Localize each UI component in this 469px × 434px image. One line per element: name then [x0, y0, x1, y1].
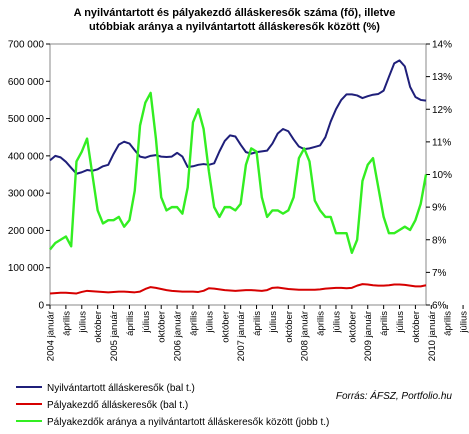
source-note: Forrás: ÁFSZ, Portfolio.hu	[336, 389, 453, 402]
x-tick-label: október	[157, 311, 168, 343]
x-tick-label: április	[252, 311, 263, 336]
y-left-tick-label: 400 000	[8, 151, 45, 162]
y-left-tick-label: 100 000	[8, 263, 45, 274]
legend: Nyilvántartott álláskeresők (bal t.) Pál…	[16, 383, 329, 428]
y-right-tick-label: 13%	[432, 72, 452, 83]
x-tick-label: 2010 január	[427, 311, 438, 361]
y-left-tick-label: 200 000	[8, 226, 45, 237]
y-axis-left: 0 100 000 200 000 300 000 400 000 500 000 600 …	[8, 40, 50, 312]
y-right-tick-label: 12%	[432, 105, 452, 116]
x-tick-label: 2005 január	[109, 311, 120, 361]
x-axis: 2004 január április július október 2005 janu…	[46, 305, 469, 361]
x-tick-label: október	[284, 311, 295, 343]
x-tick-label: 2007 január	[236, 311, 247, 361]
y-right-tick-label: 7%	[432, 268, 447, 279]
y-axis-right: 6% 7% 8% 9% 10% 11% 12% 13% 14%	[426, 40, 452, 312]
legend-label-career-starters: Pályakezdő álláskeresők (bal t.)	[47, 400, 188, 411]
x-tick-label: április	[316, 311, 327, 336]
x-tick-label: 2006 január	[173, 311, 184, 361]
x-tick-label: április	[188, 311, 199, 336]
x-tick-label: április	[61, 311, 72, 336]
x-tick-label: július	[459, 311, 469, 334]
y-right-tick-label: 9%	[432, 203, 447, 214]
x-tick-label: október	[411, 311, 422, 343]
y-right-tick-label: 14%	[432, 40, 452, 51]
y-left-tick-label: 700 000	[8, 40, 45, 51]
y-right-tick-label: 11%	[432, 137, 451, 148]
x-tick-label: október	[220, 311, 231, 343]
x-tick-label: október	[347, 311, 358, 343]
y-left-tick-label: 600 000	[8, 77, 45, 88]
x-tick-label: április	[443, 311, 454, 336]
series-lines	[49, 59, 428, 295]
x-tick-label: július	[395, 311, 406, 334]
x-tick-label: július	[204, 311, 215, 334]
chart-title-line-2: utóbbiak aránya a nyilvántartott álláske…	[89, 21, 380, 33]
x-tick-label: július	[141, 311, 152, 334]
series-career-starter-ratio	[49, 91, 428, 255]
x-tick-label: október	[93, 311, 104, 343]
x-tick-label: április	[379, 311, 390, 336]
x-tick-label: július	[331, 311, 342, 334]
x-tick-label: július	[268, 311, 279, 334]
chart-title-line-1: A nyilvántartott és pályakezdő álláskere…	[74, 7, 396, 19]
x-tick-label: július	[77, 311, 88, 334]
y-left-tick-label: 300 000	[8, 189, 45, 200]
y-right-tick-label: 8%	[432, 235, 447, 246]
y-left-tick-label: 500 000	[8, 114, 45, 125]
x-tick-label: 2008 január	[300, 311, 311, 361]
x-tick-label: 2009 január	[363, 311, 374, 361]
legend-label-ratio: Pályakezdők aránya a nyilvántartott állá…	[47, 417, 329, 428]
series-registered-jobseekers	[49, 59, 427, 175]
legend-label-registered: Nyilvántartott álláskeresők (bal t.)	[47, 383, 195, 394]
series-career-starters	[49, 283, 427, 295]
x-tick-label: 2004 január	[46, 311, 57, 361]
y-right-tick-label: 6%	[432, 301, 447, 312]
y-right-tick-label: 10%	[432, 170, 452, 181]
y-left-tick-label: 0	[38, 301, 44, 312]
x-tick-label: április	[125, 311, 136, 336]
